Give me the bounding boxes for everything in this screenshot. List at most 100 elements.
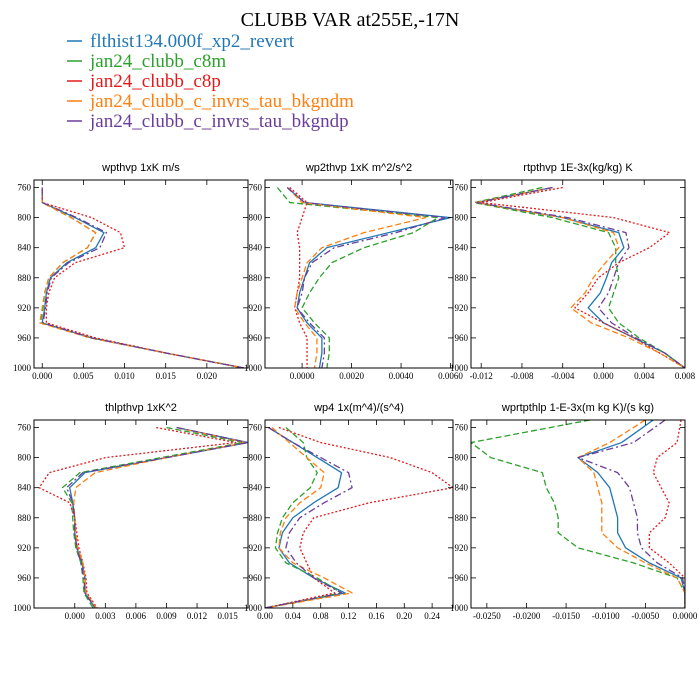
y-tick-label: 760 <box>249 183 263 193</box>
x-tick-label: 0.0000 <box>673 611 698 621</box>
x-tick-label: 0.0020 <box>339 371 364 381</box>
panel-title: rtpthvp 1E-3x(kg/kg) K <box>523 162 633 174</box>
y-tick-label: 840 <box>249 483 263 493</box>
y-tick-label: 880 <box>455 273 469 283</box>
x-tick-label: 0.015 <box>156 371 177 381</box>
series-group <box>38 426 248 608</box>
x-tick-label: -0.0250 <box>473 611 501 621</box>
y-tick-label: 760 <box>18 183 32 193</box>
series-line <box>265 427 353 608</box>
y-tick-label: 1000 <box>13 603 32 613</box>
x-tick-label: 0.0060 <box>438 371 463 381</box>
y-tick-label: 1000 <box>244 363 263 373</box>
x-tick-label: -0.0150 <box>552 611 580 621</box>
y-tick-label: 1000 <box>244 603 263 613</box>
x-tick-label: 0.009 <box>156 611 177 621</box>
series-line <box>286 187 427 368</box>
y-tick-label: 960 <box>455 573 469 583</box>
x-tick-label: -0.008 <box>510 371 534 381</box>
y-tick-label: 960 <box>18 333 32 343</box>
x-tick-label: 0.04 <box>285 611 301 621</box>
series-line <box>475 186 685 368</box>
y-tick-label: 960 <box>18 573 32 583</box>
panel-6: wprtpthlp 1-E-3x(m kg K)/(s kg) -0.0250 -0… <box>450 402 698 621</box>
panel-title: wp2thvp 1xK m^2/s^2 <box>305 162 412 174</box>
y-tick-label: 840 <box>18 243 32 253</box>
y-tick-label: 920 <box>18 303 32 313</box>
x-tick-label: -0.0050 <box>631 611 659 621</box>
y-tick-label: 800 <box>18 453 32 463</box>
y-tick-label: 880 <box>455 513 469 523</box>
legend-item: jan24_clubb_c_invrs_tau_bkgndp <box>67 111 349 132</box>
x-tick-label: 0.16 <box>369 611 385 621</box>
x-tick-label: 0.000 <box>32 371 53 381</box>
y-tick-label: 960 <box>249 333 263 343</box>
x-tick-label: 0.015 <box>217 611 238 621</box>
series-line <box>475 186 685 368</box>
series-line <box>41 187 245 368</box>
series-line <box>41 187 245 368</box>
legend-item: jan24_clubb_c8p <box>67 71 221 92</box>
y-tick-label: 1000 <box>450 363 469 373</box>
series-line <box>265 426 353 608</box>
legend: flthist134.000f_xp2_revertjan24_clubb_c8… <box>67 31 354 132</box>
x-tick-label: -0.0200 <box>513 611 541 621</box>
panel-title: wp4 1x(m^4)/(s^4) <box>313 402 404 414</box>
x-tick-label: 0.00 <box>257 611 273 621</box>
x-tick-label: 0.012 <box>187 611 207 621</box>
panel-3: rtpthvp 1E-3x(kg/kg) K -0.012 -0.008 -0.004… <box>450 162 696 381</box>
y-tick-label: 840 <box>455 483 469 493</box>
legend-item: flthist134.000f_xp2_revert <box>67 31 295 52</box>
series-group <box>276 187 452 368</box>
plot-frame <box>33 179 249 369</box>
y-tick-label: 920 <box>455 543 469 553</box>
legend-label: jan24_clubb_c_invrs_tau_bkgndp <box>89 111 349 132</box>
y-tick-label: 760 <box>455 423 469 433</box>
legend-label: jan24_clubb_c8m <box>89 51 226 72</box>
plot-frame <box>264 419 454 609</box>
y-tick-label: 960 <box>249 573 263 583</box>
panel-title: wpthvp 1xK m/s <box>101 162 180 174</box>
panel-2: wp2thvp 1xK m^2/s^2 0.0000 0.0020 0.0040 0.0… <box>244 162 463 381</box>
x-tick-label: -0.0100 <box>592 611 620 621</box>
series-group <box>39 187 245 368</box>
plot-frame <box>264 179 454 369</box>
y-tick-label: 960 <box>455 333 469 343</box>
y-tick-label: 800 <box>455 213 469 223</box>
series-line <box>648 420 685 608</box>
series-line <box>73 426 247 608</box>
y-tick-label: 880 <box>18 513 32 523</box>
y-tick-label: 800 <box>249 213 263 223</box>
legend-item: jan24_clubb_c_invrs_tau_bkgndm <box>67 91 354 112</box>
x-tick-label: 0.006 <box>126 611 147 621</box>
series-line <box>276 187 439 368</box>
plot-frame <box>33 419 249 609</box>
series-line <box>38 426 237 608</box>
x-tick-label: -0.004 <box>551 371 575 381</box>
series-line <box>69 426 248 608</box>
series-line <box>286 187 452 368</box>
y-tick-label: 1000 <box>13 363 32 373</box>
x-tick-label: 0.000 <box>65 611 86 621</box>
series-line <box>265 426 453 608</box>
y-tick-label: 760 <box>18 423 32 433</box>
y-tick-label: 760 <box>455 183 469 193</box>
series-line <box>471 420 685 608</box>
x-tick-label: 0.0000 <box>290 371 315 381</box>
series-line <box>39 187 245 368</box>
y-tick-label: 760 <box>249 423 263 433</box>
y-tick-label: 840 <box>18 483 32 493</box>
x-tick-label: 0.20 <box>396 611 412 621</box>
panel-1: wpthvp 1xK m/s 0.000 0.005 0.010 0.015 0.020 7… <box>13 162 249 381</box>
plot-frame <box>470 419 686 609</box>
x-tick-label: 0.008 <box>675 371 696 381</box>
x-tick-label: 0.0040 <box>389 371 414 381</box>
panel-title: thlpthvp 1xK^2 <box>105 402 177 414</box>
y-tick-label: 920 <box>18 543 32 553</box>
series-group <box>265 426 453 608</box>
series-line <box>480 186 685 368</box>
x-tick-label: 0.12 <box>341 611 357 621</box>
y-tick-label: 920 <box>249 303 263 313</box>
x-tick-label: 0.24 <box>424 611 440 621</box>
